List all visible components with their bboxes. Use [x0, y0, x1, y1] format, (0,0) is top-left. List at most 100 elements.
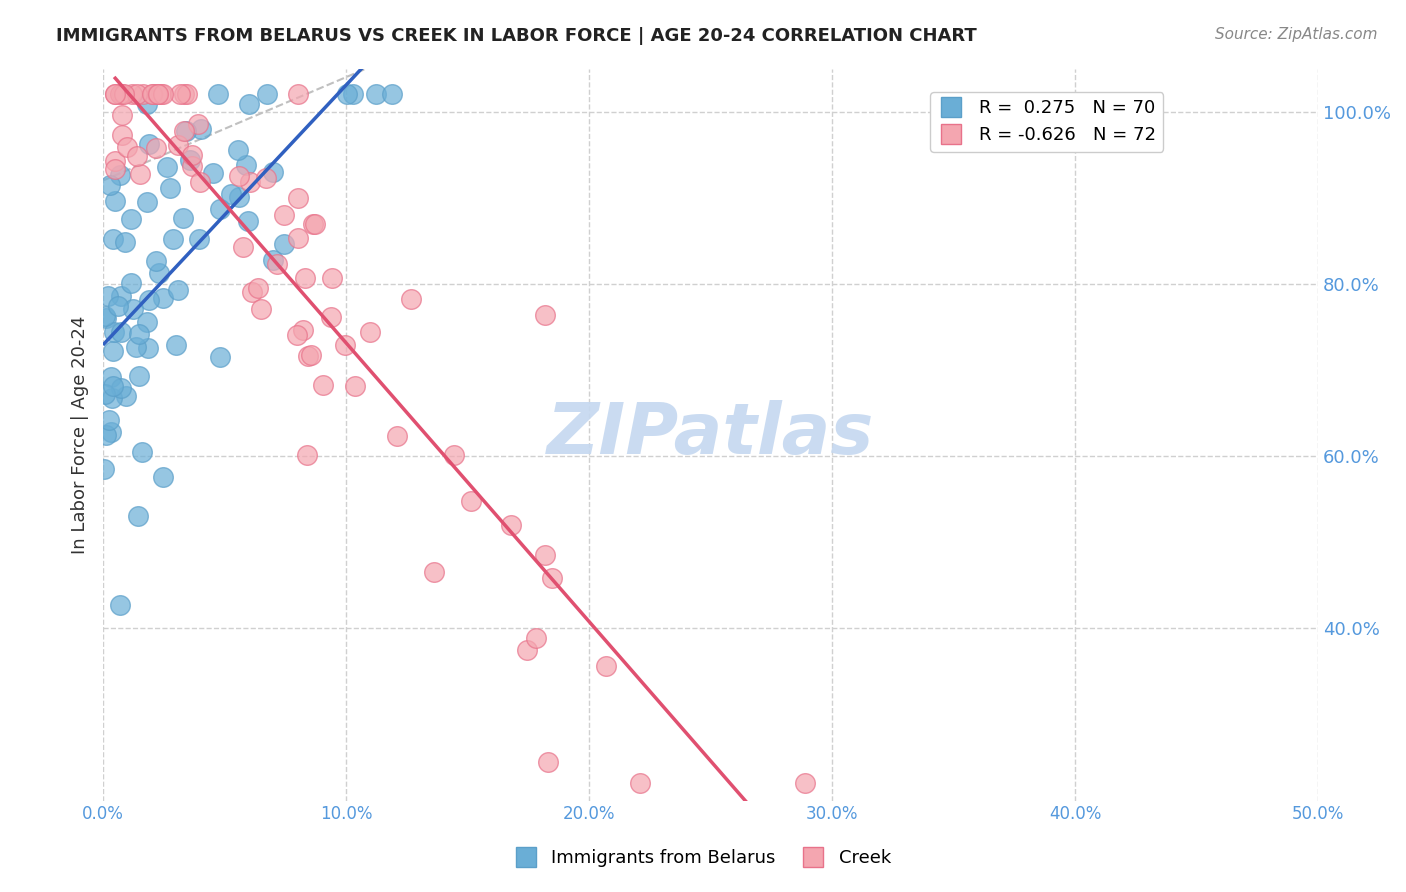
Point: [162, 232, 184, 246]
Point: [628, 776, 651, 790]
Point: [188, 175, 211, 189]
Point: [111, 87, 134, 102]
Point: [443, 448, 465, 462]
Point: [94, 387, 117, 401]
Point: [104, 161, 127, 176]
Point: [135, 315, 157, 329]
Point: [108, 598, 131, 612]
Point: [97, 289, 120, 303]
Point: [228, 189, 250, 203]
Point: [499, 517, 522, 532]
Point: [302, 217, 325, 231]
Point: [174, 124, 197, 138]
Point: [96, 428, 118, 442]
Point: [236, 214, 259, 228]
Point: [104, 194, 127, 208]
Point: [169, 87, 191, 102]
Point: [107, 299, 129, 313]
Point: [321, 310, 343, 324]
Point: [232, 240, 254, 254]
Point: [359, 325, 381, 339]
Point: [167, 137, 190, 152]
Point: [145, 253, 167, 268]
Point: [120, 276, 142, 290]
Point: [110, 288, 132, 302]
Point: [115, 140, 138, 154]
Point: [301, 348, 323, 362]
Text: Source: ZipAtlas.com: Source: ZipAtlas.com: [1215, 27, 1378, 42]
Point: [304, 217, 326, 231]
Point: [336, 87, 359, 102]
Point: [208, 350, 231, 364]
Point: [273, 208, 295, 222]
Point: [173, 124, 195, 138]
Point: [103, 325, 125, 339]
Point: [136, 341, 159, 355]
Point: [380, 87, 402, 102]
Point: [262, 252, 284, 267]
Point: [93, 461, 115, 475]
Point: [159, 181, 181, 195]
Point: [104, 87, 127, 102]
Point: [399, 292, 422, 306]
Point: [104, 87, 127, 102]
Text: ZIPatlas: ZIPatlas: [547, 401, 875, 469]
Point: [207, 87, 229, 102]
Point: [422, 566, 444, 580]
Point: [148, 267, 170, 281]
Point: [235, 158, 257, 172]
Point: [101, 391, 124, 405]
Point: [219, 186, 242, 201]
Point: [342, 87, 364, 102]
Point: [364, 87, 387, 102]
Point: [335, 338, 357, 352]
Point: [256, 87, 278, 102]
Point: [101, 232, 124, 246]
Point: [127, 87, 149, 102]
Point: [287, 231, 309, 245]
Point: [294, 271, 316, 285]
Point: [537, 755, 560, 769]
Point: [312, 378, 335, 392]
Point: [246, 281, 269, 295]
Point: [387, 429, 409, 443]
Point: [108, 168, 131, 182]
Point: [94, 309, 117, 323]
Point: [114, 235, 136, 249]
Point: [176, 87, 198, 102]
Point: [110, 87, 132, 102]
Point: [100, 370, 122, 384]
Point: [101, 379, 124, 393]
Point: [138, 293, 160, 307]
Point: [146, 87, 169, 102]
Point: [127, 149, 149, 163]
Point: [181, 147, 204, 161]
Point: [110, 325, 132, 339]
Point: [179, 153, 201, 167]
Point: [100, 425, 122, 439]
Point: [295, 448, 318, 462]
Point: [120, 212, 142, 227]
Point: [141, 87, 163, 102]
Point: [228, 169, 250, 184]
Point: [321, 271, 343, 285]
Point: [249, 302, 271, 317]
Legend: Immigrants from Belarus, Creek: Immigrants from Belarus, Creek: [508, 842, 898, 874]
Point: [181, 160, 204, 174]
Point: [540, 571, 562, 585]
Point: [152, 87, 174, 102]
Point: [460, 493, 482, 508]
Point: [297, 349, 319, 363]
Point: [98, 413, 121, 427]
Point: [238, 96, 260, 111]
Point: [145, 141, 167, 155]
Point: [136, 195, 159, 210]
Point: [190, 121, 212, 136]
Point: [121, 87, 143, 102]
Point: [254, 171, 277, 186]
Point: [128, 326, 150, 341]
Point: [172, 211, 194, 226]
Point: [287, 191, 309, 205]
Point: [187, 117, 209, 131]
Point: [287, 87, 309, 102]
